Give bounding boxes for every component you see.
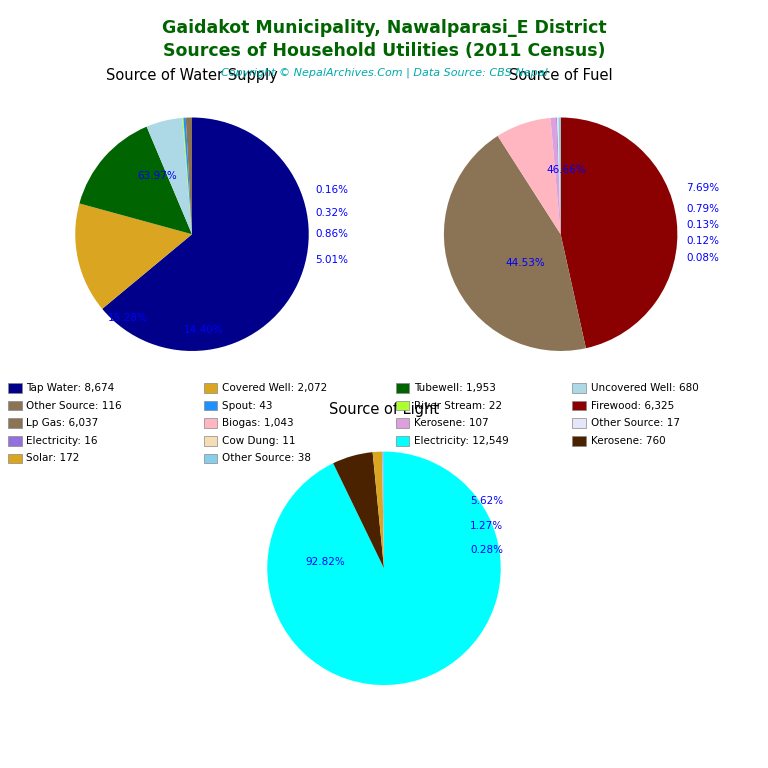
- Text: 15.28%: 15.28%: [108, 313, 147, 323]
- Text: 92.82%: 92.82%: [306, 558, 346, 568]
- Wedge shape: [147, 118, 192, 234]
- Wedge shape: [79, 127, 192, 234]
- Wedge shape: [184, 118, 192, 234]
- Text: Electricity: 12,549: Electricity: 12,549: [414, 435, 508, 446]
- Wedge shape: [444, 136, 586, 351]
- Text: 14.40%: 14.40%: [184, 325, 223, 335]
- Title: Source of Fuel: Source of Fuel: [509, 68, 612, 83]
- Text: Tap Water: 8,674: Tap Water: 8,674: [26, 382, 114, 393]
- Text: Uncovered Well: 680: Uncovered Well: 680: [591, 382, 698, 393]
- Text: 7.69%: 7.69%: [687, 183, 720, 193]
- Text: 0.32%: 0.32%: [316, 208, 349, 218]
- Wedge shape: [372, 452, 384, 568]
- Text: Sources of Household Utilities (2011 Census): Sources of Household Utilities (2011 Cen…: [163, 42, 605, 60]
- Text: Lp Gas: 6,037: Lp Gas: 6,037: [26, 418, 98, 429]
- Text: 0.08%: 0.08%: [687, 253, 720, 263]
- Wedge shape: [551, 118, 561, 234]
- Text: Gaidakot Municipality, Nawalparasi_E District: Gaidakot Municipality, Nawalparasi_E Dis…: [162, 19, 606, 37]
- Wedge shape: [102, 118, 309, 351]
- Text: Kerosene: 107: Kerosene: 107: [414, 418, 488, 429]
- Text: Solar: 172: Solar: 172: [26, 453, 79, 464]
- Wedge shape: [561, 118, 677, 348]
- Wedge shape: [558, 118, 561, 234]
- Text: Kerosene: 760: Kerosene: 760: [591, 435, 665, 446]
- Wedge shape: [186, 118, 192, 234]
- Wedge shape: [382, 452, 384, 568]
- Text: 5.01%: 5.01%: [316, 255, 349, 265]
- Wedge shape: [182, 118, 192, 234]
- Text: Tubewell: 1,953: Tubewell: 1,953: [414, 382, 496, 393]
- Text: 46.66%: 46.66%: [547, 165, 586, 175]
- Text: Covered Well: 2,072: Covered Well: 2,072: [222, 382, 327, 393]
- Text: Other Source: 116: Other Source: 116: [26, 400, 122, 411]
- Wedge shape: [75, 204, 192, 309]
- Text: 0.28%: 0.28%: [470, 545, 503, 554]
- Text: Biogas: 1,043: Biogas: 1,043: [222, 418, 293, 429]
- Text: 0.13%: 0.13%: [687, 220, 720, 230]
- Wedge shape: [556, 118, 561, 234]
- Text: Electricity: 16: Electricity: 16: [26, 435, 98, 446]
- Wedge shape: [498, 118, 561, 234]
- Text: 0.79%: 0.79%: [687, 204, 720, 214]
- Text: River Stream: 22: River Stream: 22: [414, 400, 502, 411]
- Text: 5.62%: 5.62%: [470, 495, 503, 505]
- Text: Spout: 43: Spout: 43: [222, 400, 273, 411]
- Text: 0.16%: 0.16%: [316, 185, 349, 195]
- Wedge shape: [267, 452, 501, 685]
- Text: Copyright © NepalArchives.Com | Data Source: CBS Nepal: Copyright © NepalArchives.Com | Data Sou…: [220, 68, 548, 78]
- Text: 1.27%: 1.27%: [470, 521, 503, 531]
- Wedge shape: [558, 118, 561, 234]
- Title: Source of Water Supply: Source of Water Supply: [106, 68, 278, 83]
- Wedge shape: [557, 118, 561, 234]
- Text: 0.12%: 0.12%: [687, 237, 720, 247]
- Text: Cow Dung: 11: Cow Dung: 11: [222, 435, 296, 446]
- Text: 44.53%: 44.53%: [506, 258, 545, 269]
- Text: Firewood: 6,325: Firewood: 6,325: [591, 400, 674, 411]
- Title: Source of Light: Source of Light: [329, 402, 439, 417]
- Text: Other Source: 38: Other Source: 38: [222, 453, 311, 464]
- Text: 0.86%: 0.86%: [316, 229, 349, 240]
- Text: Other Source: 17: Other Source: 17: [591, 418, 680, 429]
- Text: 63.97%: 63.97%: [137, 170, 177, 181]
- Wedge shape: [333, 452, 384, 568]
